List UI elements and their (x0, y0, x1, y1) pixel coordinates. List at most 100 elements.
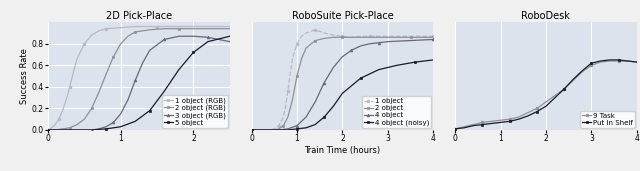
Put In Shelf (588, 62, 595, 64)
5 object (204, 41, 212, 43)
9 Task (624, 60, 632, 62)
Put In Shelf (551, 97, 559, 99)
3 object (RGB) (95, 128, 103, 130)
1 object (366, 35, 374, 37)
2 object (293, 75, 301, 77)
4 object (noisy) (284, 129, 292, 131)
4 object (noisy) (302, 127, 310, 129)
4 object (248, 129, 255, 131)
4 object (noisy) (429, 59, 437, 61)
Line: 4 object: 4 object (250, 38, 435, 131)
1 object (339, 35, 346, 37)
9 Task (542, 101, 550, 103)
1 object (406, 35, 414, 37)
3 object (RGB) (88, 129, 95, 131)
1 object (RGB) (102, 28, 110, 30)
1 object (RGB) (70, 71, 77, 73)
3 object (RGB) (139, 62, 147, 64)
1 object (RGB) (44, 129, 52, 131)
1 object (330, 34, 337, 36)
2 object (RGB) (88, 107, 95, 109)
4 object (noisy) (412, 61, 419, 63)
1 object (RGB) (66, 86, 74, 88)
Put In Shelf (524, 115, 532, 117)
2 object (311, 40, 319, 42)
2 object (284, 116, 292, 118)
Put In Shelf (579, 70, 586, 72)
9 Task (506, 118, 513, 120)
1 object (RGB) (189, 25, 197, 28)
2 object (302, 47, 310, 49)
2 object (RGB) (44, 129, 52, 131)
4 object (311, 101, 319, 103)
9 Task (570, 79, 577, 81)
1 object (384, 35, 392, 37)
1 object (271, 128, 278, 130)
4 object (noisy) (248, 129, 255, 131)
9 Task (588, 64, 595, 66)
9 Task (551, 94, 559, 96)
2 object (321, 37, 328, 40)
2 object (RGB) (189, 28, 197, 30)
4 object (330, 67, 337, 69)
1 object (RGB) (88, 34, 95, 36)
Put In Shelf (615, 59, 623, 61)
4 object (noisy) (275, 129, 283, 131)
3 object (RGB) (189, 35, 197, 37)
3 object (RGB) (73, 129, 81, 131)
5 object (175, 69, 182, 71)
1 object (282, 105, 289, 107)
1 object (311, 29, 319, 31)
Put In Shelf (506, 120, 513, 122)
2 object (280, 125, 287, 127)
2 object (RGB) (81, 118, 88, 120)
Line: 3 object (RGB): 3 object (RGB) (47, 35, 231, 131)
1 object (RGB) (153, 25, 161, 28)
2 object (RGB) (124, 35, 132, 37)
1 object (RGB) (131, 25, 139, 28)
1 object (RGB) (117, 27, 125, 29)
5 object (161, 90, 168, 92)
5 object (73, 129, 81, 131)
3 object (RGB) (44, 129, 52, 131)
1 object (RGB) (226, 25, 234, 28)
Legend: 1 object, 2 object, 4 object, 4 object (noisy): 1 object, 2 object, 4 object, 4 object (… (362, 96, 431, 128)
1 object (RGB) (51, 123, 59, 126)
Legend: 1 object (RGB), 2 object (RGB), 3 object (RGB), 5 object: 1 object (RGB), 2 object (RGB), 3 object… (162, 95, 228, 128)
Line: 9 Task: 9 Task (454, 60, 638, 130)
2 object (275, 128, 283, 130)
Put In Shelf (560, 88, 568, 90)
5 object (102, 128, 110, 130)
2 object (RGB) (146, 29, 154, 31)
1 object (286, 73, 294, 75)
2 object (384, 36, 392, 38)
1 object (356, 35, 364, 37)
9 Task (497, 119, 504, 121)
3 object (RGB) (226, 41, 234, 43)
Line: Put In Shelf: Put In Shelf (454, 58, 638, 130)
4 object (321, 82, 328, 84)
4 object (406, 40, 414, 42)
1 object (RGB) (55, 118, 63, 120)
4 object (noisy) (356, 77, 364, 79)
4 object (noisy) (375, 69, 383, 71)
4 object (noisy) (393, 64, 401, 66)
2 object (271, 129, 278, 131)
2 object (RGB) (95, 91, 103, 93)
Line: 5 object: 5 object (47, 35, 231, 131)
2 object (298, 58, 305, 60)
9 Task (515, 116, 522, 118)
2 object (289, 99, 296, 101)
Put In Shelf (596, 60, 604, 62)
2 object (RGB) (109, 56, 117, 58)
Title: 2D Pick-Place: 2D Pick-Place (106, 11, 172, 21)
Put In Shelf (633, 61, 640, 63)
Title: RoboDesk: RoboDesk (522, 11, 570, 21)
4 object (275, 129, 283, 131)
Put In Shelf (624, 60, 632, 62)
Line: 2 object (RGB): 2 object (RGB) (47, 27, 231, 131)
3 object (RGB) (175, 35, 182, 37)
9 Task (605, 60, 613, 62)
Put In Shelf (469, 125, 477, 127)
2 object (RGB) (102, 73, 110, 75)
